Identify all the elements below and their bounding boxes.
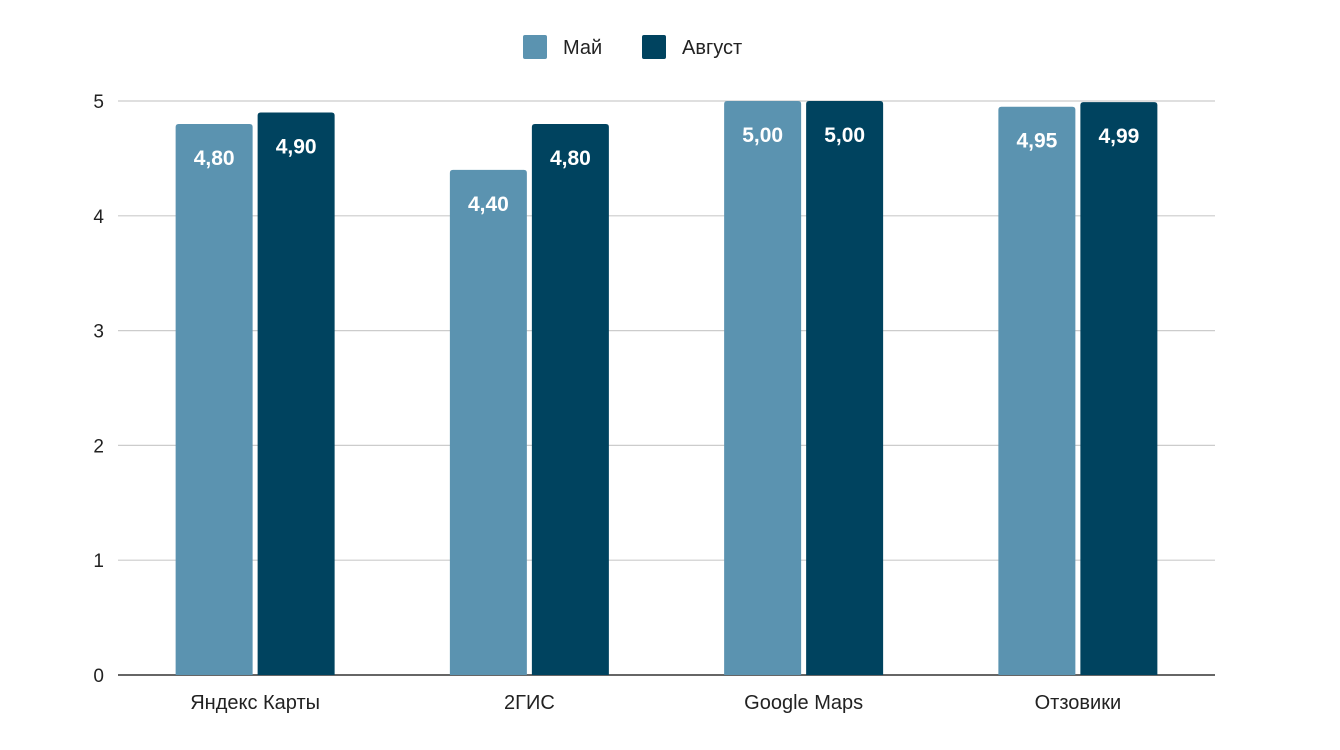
data-label: 4,80 — [194, 147, 235, 170]
bar — [998, 106, 1076, 676]
legend-label: Май — [563, 37, 602, 59]
bar — [531, 123, 609, 675]
x-tick-label: 2ГИС — [504, 692, 555, 714]
bar — [724, 101, 802, 675]
legend-swatch — [642, 35, 666, 59]
y-tick-label: 2 — [93, 436, 104, 457]
data-label: 4,80 — [550, 147, 591, 170]
bar — [257, 112, 335, 676]
bar — [449, 169, 527, 675]
data-label: 5,00 — [824, 124, 865, 147]
y-tick-label: 5 — [93, 92, 104, 113]
data-label: 4,99 — [1098, 125, 1139, 148]
legend-label: Август — [682, 37, 742, 59]
y-tick-label: 1 — [93, 551, 104, 572]
x-tick-label: Яндекс Карты — [190, 692, 320, 714]
data-label: 4,95 — [1016, 130, 1057, 153]
data-label: 4,90 — [276, 135, 317, 158]
y-tick-label: 3 — [93, 322, 104, 343]
data-label: 4,40 — [468, 193, 509, 216]
y-tick-label: 0 — [93, 666, 104, 687]
x-tick-label: Google Maps — [744, 692, 863, 714]
bar — [806, 101, 884, 675]
legend-swatch — [523, 35, 547, 59]
data-label: 5,00 — [742, 124, 783, 147]
x-tick-label: Отзовики — [1035, 692, 1122, 714]
y-tick-label: 4 — [93, 207, 104, 228]
bar — [175, 123, 253, 675]
bar — [1080, 102, 1158, 675]
